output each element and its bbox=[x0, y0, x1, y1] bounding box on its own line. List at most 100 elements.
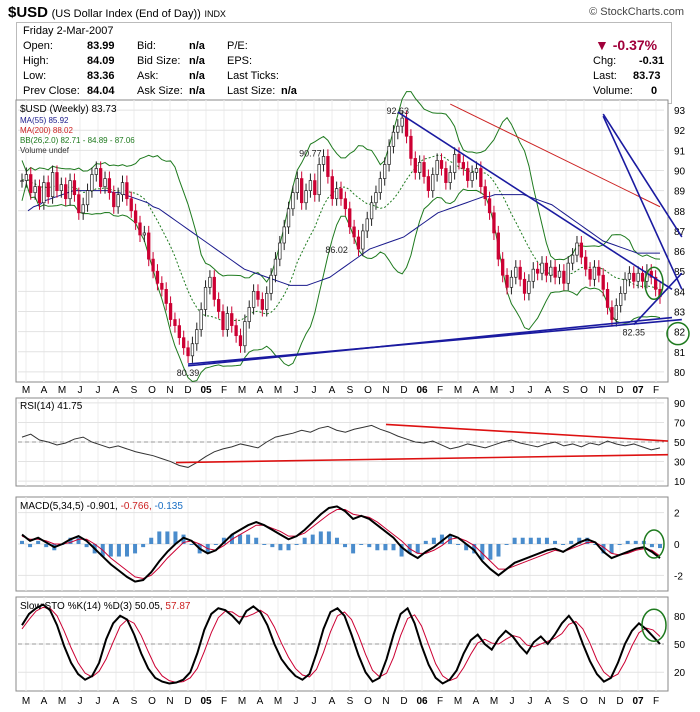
candle-body bbox=[413, 158, 417, 173]
y-tick-label: 91 bbox=[674, 146, 686, 157]
macd-histogram-bar bbox=[270, 544, 275, 548]
candle-body bbox=[129, 198, 133, 212]
candle-body bbox=[195, 329, 199, 345]
macd-histogram-bar bbox=[649, 544, 654, 548]
candle-body bbox=[203, 286, 208, 310]
volume-label: Volume: bbox=[593, 85, 633, 97]
x-tick-label: A bbox=[257, 696, 264, 707]
candle-body bbox=[422, 162, 426, 177]
eps-label: EPS: bbox=[227, 55, 253, 67]
x-tick-label: 07 bbox=[632, 385, 644, 396]
candle-body bbox=[592, 266, 597, 280]
candle-body bbox=[20, 180, 24, 182]
candle-body bbox=[94, 168, 98, 175]
y-tick-label: 85 bbox=[674, 267, 686, 278]
macd-histogram-bar bbox=[165, 531, 170, 544]
x-tick-label: S bbox=[131, 696, 138, 707]
macd-histogram-bar bbox=[399, 544, 404, 557]
macd-histogram-bar bbox=[68, 537, 73, 544]
candle-body bbox=[269, 274, 273, 294]
last-ticks-label: Last Ticks: bbox=[227, 70, 279, 82]
y-tick-label: 84 bbox=[674, 287, 686, 298]
x-tick-label: A bbox=[113, 696, 120, 707]
candle-body bbox=[461, 162, 466, 169]
x-tick-label: J bbox=[510, 696, 515, 707]
bid-value: n/a bbox=[189, 40, 205, 52]
candle-body bbox=[133, 210, 138, 224]
candle-body bbox=[142, 232, 147, 236]
trendline-support bbox=[187, 316, 673, 367]
candle-body bbox=[177, 325, 181, 339]
candle-body bbox=[295, 178, 299, 194]
legend-price: $USD (Weekly) 83.73 bbox=[20, 104, 117, 115]
macd-histogram-bar bbox=[391, 544, 396, 551]
y-tick-label: 80 bbox=[674, 612, 686, 623]
macd-histogram-bar bbox=[456, 544, 461, 545]
bb-upper-line bbox=[21, 91, 661, 283]
candle-body bbox=[636, 272, 640, 282]
candle-body bbox=[452, 154, 457, 173]
x-tick-label: A bbox=[41, 696, 48, 707]
legend-ma55: MA(55) 85.92 bbox=[20, 116, 69, 125]
x-tick-label: D bbox=[400, 696, 407, 707]
x-tick-label: F bbox=[221, 385, 227, 396]
macd-histogram-bar bbox=[44, 544, 49, 548]
candle-body bbox=[343, 198, 348, 210]
legend-bb: BB(26,2.0) 82.71 - 84.89 - 87.06 bbox=[20, 136, 135, 145]
x-tick-label: M bbox=[490, 696, 498, 707]
x-tick-label: A bbox=[329, 385, 336, 396]
brand-label[interactable]: © StockCharts.com bbox=[589, 6, 684, 18]
macd-histogram-bar bbox=[149, 537, 154, 544]
candle-body bbox=[361, 230, 365, 250]
candle-body bbox=[151, 258, 155, 272]
macd-histogram-bar bbox=[189, 544, 194, 545]
macd-histogram-bar bbox=[520, 537, 525, 544]
bid-size-label: Bid Size: bbox=[137, 55, 181, 67]
candle-body bbox=[199, 309, 203, 330]
macd-histogram-bar bbox=[367, 544, 372, 548]
candle-body bbox=[492, 212, 496, 234]
candle-body bbox=[291, 192, 295, 210]
sto-marks bbox=[18, 603, 667, 685]
x-tick-label: S bbox=[131, 385, 138, 396]
candle-body bbox=[418, 162, 422, 173]
x-tick-label: J bbox=[312, 385, 317, 396]
candle-body bbox=[588, 268, 592, 280]
candle-body bbox=[326, 156, 330, 177]
candle-body bbox=[396, 125, 400, 133]
candle-body bbox=[234, 325, 238, 337]
candle-body bbox=[90, 174, 94, 191]
macd-histogram-bar bbox=[84, 544, 89, 548]
price-marks: 92.63 90.77 86.02 80.39 82.35 bbox=[20, 91, 690, 383]
candle-body bbox=[387, 145, 391, 165]
highlight-circle bbox=[666, 321, 690, 346]
high-label: High: bbox=[23, 55, 49, 67]
y-tick-label: 30 bbox=[674, 458, 686, 469]
macd-histogram-bar bbox=[496, 544, 501, 557]
quote-panel: Friday 2-Mar-2007 Open: 83.99 High: 84.0… bbox=[16, 22, 672, 104]
candle-body bbox=[531, 268, 535, 282]
candle-body bbox=[273, 258, 278, 276]
macd-histogram-bar bbox=[351, 544, 356, 554]
x-tick-label: 05 bbox=[200, 696, 212, 707]
candle-body bbox=[632, 272, 636, 282]
candle-body bbox=[470, 172, 474, 181]
y-tick-label: 93 bbox=[674, 106, 686, 117]
x-tick-label: M bbox=[490, 385, 498, 396]
candle-body bbox=[24, 174, 29, 181]
candle-body bbox=[378, 178, 382, 194]
x-tick-label: N bbox=[382, 696, 389, 707]
x-tick-label: S bbox=[563, 696, 570, 707]
macd-histogram-bar bbox=[124, 544, 129, 557]
candle-body bbox=[535, 268, 540, 274]
legend-rsi: RSI(14) 41.75 bbox=[20, 401, 83, 412]
x-tick-label: D bbox=[184, 385, 191, 396]
bb-lower-line bbox=[21, 181, 661, 383]
candle-body bbox=[99, 168, 103, 187]
candle-body bbox=[348, 208, 352, 228]
candle-body bbox=[317, 164, 321, 196]
candle-body bbox=[466, 168, 470, 181]
legend-volume: Volume undef bbox=[20, 146, 70, 155]
macd-histogram-bar bbox=[108, 544, 113, 557]
candle-body bbox=[42, 182, 46, 204]
